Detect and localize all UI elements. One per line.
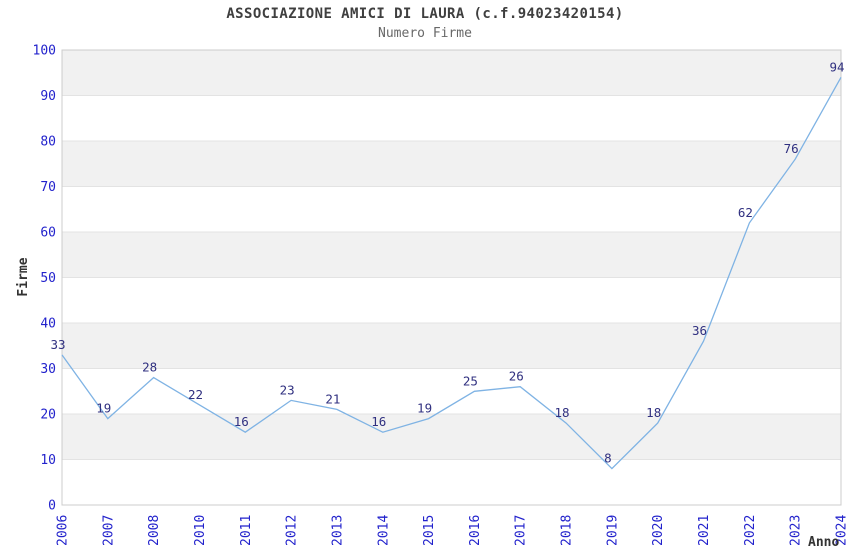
x-tick-label: 2013 — [330, 515, 345, 546]
x-tick-label: 2021 — [697, 515, 712, 546]
chart-title: ASSOCIAZIONE AMICI DI LAURA (c.f.9402342… — [226, 6, 624, 22]
data-point-label: 18 — [646, 405, 661, 420]
y-tick-label: 30 — [40, 362, 56, 377]
data-point-label: 16 — [371, 414, 386, 429]
x-tick-label: 2010 — [193, 515, 208, 546]
x-tick-label: 2008 — [147, 515, 162, 546]
y-axis-title: Firme — [16, 257, 31, 296]
data-point-label: 21 — [325, 391, 340, 406]
x-tick-label: 2020 — [651, 515, 666, 546]
x-tick-label: 2024 — [835, 515, 850, 546]
background-bands — [62, 50, 841, 505]
grid-band — [62, 50, 841, 96]
x-tick-label: 2023 — [789, 515, 804, 546]
x-tick-label: 2014 — [376, 515, 391, 546]
grid-band — [62, 368, 841, 414]
grid-band — [62, 186, 841, 232]
y-tick-label: 50 — [40, 271, 56, 286]
data-line — [61, 76, 842, 470]
data-point-label: 94 — [829, 59, 844, 74]
x-tick-label: 2015 — [422, 515, 437, 546]
grid-band — [62, 141, 841, 187]
x-tick-label: 2016 — [468, 515, 483, 546]
data-point-label: 23 — [280, 382, 295, 397]
data-point-label: 25 — [463, 373, 478, 388]
y-tick-label: 0 — [48, 499, 56, 514]
y-tick-label: 90 — [40, 89, 56, 104]
x-tick-label: 2006 — [56, 515, 71, 546]
x-tick-label: 2022 — [743, 515, 758, 546]
data-point-label: 36 — [692, 323, 707, 338]
y-tick-label: 70 — [40, 180, 56, 195]
data-point-label: 76 — [784, 141, 799, 156]
data-point-labels: 33 19 28 22 16 23 21 16 19 25 26 18 8 18 36 62 76 94 — [50, 59, 844, 465]
y-tick-label: 60 — [40, 226, 56, 241]
grid-band — [62, 232, 841, 278]
y-axis-tick-labels: 0 10 20 30 40 50 60 70 80 90 100 — [33, 44, 56, 514]
x-tick-label: 2011 — [239, 515, 254, 546]
grid-band — [62, 323, 841, 369]
y-tick-label: 40 — [40, 317, 56, 332]
data-point-label: 28 — [142, 360, 157, 375]
chart-subtitle: Numero Firme — [378, 26, 472, 41]
data-point-label: 62 — [738, 205, 753, 220]
x-axis-tick-labels: 2006 2007 2008 2010 2011 2012 2013 2014 2015 2016… — [56, 515, 850, 546]
data-point-label: 18 — [555, 405, 570, 420]
x-tick-label: 2017 — [514, 515, 529, 546]
data-point-label: 19 — [96, 401, 111, 416]
data-point-label: 16 — [234, 414, 249, 429]
data-point-label: 26 — [509, 369, 524, 384]
plot-border — [61, 49, 842, 506]
grid-lines — [62, 95, 841, 460]
x-tick-label: 2018 — [560, 515, 575, 546]
data-point-label: 8 — [604, 451, 612, 466]
grid-band — [62, 95, 841, 141]
x-axis-title: Anno — [808, 535, 839, 550]
x-tick-label: 2019 — [605, 515, 620, 546]
grid-band — [62, 459, 841, 505]
grid-band — [62, 414, 841, 460]
x-tick-label: 2007 — [101, 515, 116, 546]
y-tick-label: 80 — [40, 135, 56, 150]
data-point-label: 19 — [417, 401, 432, 416]
y-tick-label: 20 — [40, 408, 56, 423]
x-tick-label: 2012 — [285, 515, 300, 546]
y-tick-label: 10 — [40, 453, 56, 468]
grid-band — [62, 277, 841, 323]
y-tick-label: 100 — [33, 44, 56, 59]
data-point-label: 22 — [188, 387, 203, 402]
data-point-label: 33 — [50, 337, 65, 352]
